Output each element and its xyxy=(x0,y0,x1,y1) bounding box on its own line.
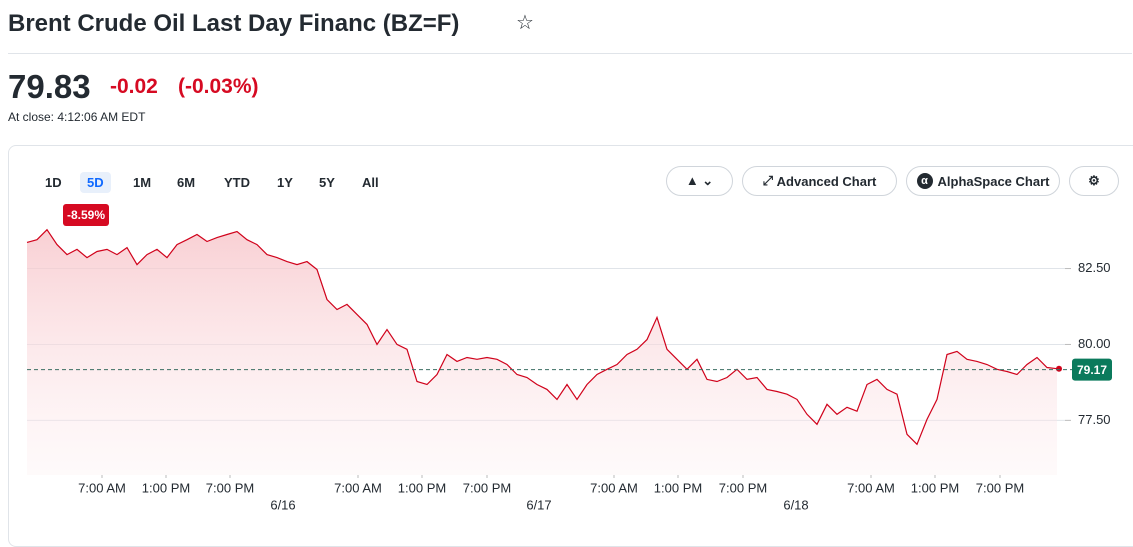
range-button[interactable]: 6M xyxy=(177,175,196,190)
x-tick-label: 7:00 PM xyxy=(976,480,1024,495)
x-tick-label: 1:00 PM xyxy=(142,480,190,495)
price: 79.83 xyxy=(8,68,91,105)
label: AlphaSpace Chart xyxy=(937,173,1050,189)
settings-button[interactable]: ⚙ xyxy=(1069,166,1119,196)
icon: ⤢ xyxy=(762,173,777,188)
close-time: At close: 4:12:06 AM EDT xyxy=(8,110,146,124)
x-tick-label: 7:00 AM xyxy=(334,480,382,495)
range-button[interactable]: 5D xyxy=(80,172,111,193)
x-tick-label: 1:00 PM xyxy=(911,480,959,495)
chart-type-button[interactable]: ▲ ⌄ xyxy=(666,166,733,196)
previous-close-label: 79.17 xyxy=(1077,363,1107,377)
x-tick-label: 7:00 AM xyxy=(847,480,895,495)
page: Brent Crude Oil Last Day Financ (BZ=F) ☆… xyxy=(8,10,1133,547)
area xyxy=(27,229,1057,475)
x-tick-label: 7:00 AM xyxy=(78,480,126,495)
label: Advanced Chart xyxy=(776,173,877,189)
advanced-chart-button[interactable]: ⤢ Advanced Chart xyxy=(742,166,897,196)
previous-close-box xyxy=(1072,358,1112,381)
alphaspace-button[interactable]: α AlphaSpace Chart xyxy=(906,166,1060,196)
range-button[interactable]: 5Y xyxy=(319,175,335,190)
y-tick-label: 80.00 xyxy=(1078,336,1111,351)
date-label: 6/16 xyxy=(270,497,295,512)
icon: α xyxy=(916,173,933,189)
title: Brent Crude Oil Last Day Financ (BZ=F) xyxy=(8,10,460,37)
range-change: -8.59% xyxy=(63,204,110,226)
x-tick-label: 1:00 PM xyxy=(654,480,702,495)
change: -0.02 xyxy=(110,75,158,98)
range-button[interactable]: YTD xyxy=(224,175,250,190)
watchlist-star[interactable]: ☆ xyxy=(516,12,534,34)
range-button[interactable]: All xyxy=(362,175,379,190)
x-tick-label: 7:00 PM xyxy=(463,480,511,495)
chart: 77.50 80.00 82.50 79.17 7:00 AM 1:00 PM 7:00 P… xyxy=(26,228,1112,512)
line xyxy=(26,228,1058,446)
x-tick-label: 7:00 PM xyxy=(206,480,254,495)
y-tick-label: 82.50 xyxy=(1078,260,1111,275)
date-label: 6/18 xyxy=(783,497,808,512)
range-button[interactable]: 1M xyxy=(133,175,152,190)
x-tick-label: 7:00 PM xyxy=(719,480,767,495)
range-button[interactable]: 1Y xyxy=(277,175,293,190)
change-percent: (-0.03%) xyxy=(178,75,259,98)
last-point xyxy=(1056,365,1062,372)
x-tick-label: 1:00 PM xyxy=(398,480,446,495)
date-label: 6/17 xyxy=(526,497,551,512)
x-tick-label: 7:00 AM xyxy=(590,480,638,495)
range-button[interactable]: 1D xyxy=(45,175,62,190)
y-tick-label: 77.50 xyxy=(1078,412,1111,427)
separator xyxy=(8,53,1132,54)
